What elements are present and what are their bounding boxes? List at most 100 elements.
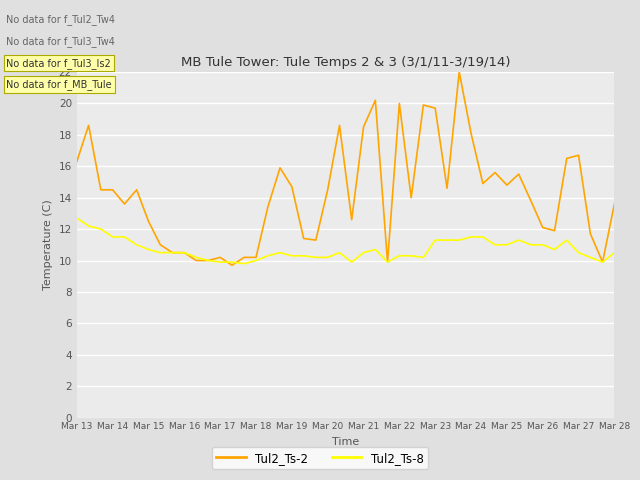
Tul2_Ts-2 (431, 105, 439, 111)
Tul2_Ts-8 (550, 247, 558, 252)
Tul2_Ts-2 (97, 187, 105, 192)
Tul2_Ts-2 (443, 185, 451, 191)
Tul2_Ts-2 (479, 180, 486, 186)
Tul2_Ts-8 (324, 254, 332, 260)
Tul2_Ts-2 (324, 187, 332, 192)
X-axis label: Time: Time (332, 437, 359, 447)
Tul2_Ts-8 (599, 259, 607, 265)
Tul2_Ts-2 (360, 124, 367, 130)
Tul2_Ts-2 (241, 254, 248, 260)
Tul2_Ts-8 (192, 254, 200, 260)
Tul2_Ts-2 (515, 171, 522, 177)
Tul2_Ts-8 (109, 234, 116, 240)
Tul2_Ts-2 (492, 169, 499, 175)
Title: MB Tule Tower: Tule Temps 2 & 3 (3/1/11-3/19/14): MB Tule Tower: Tule Temps 2 & 3 (3/1/11-… (181, 57, 510, 70)
Line: Tul2_Ts-8: Tul2_Ts-8 (77, 218, 614, 264)
Tul2_Ts-8 (264, 253, 271, 259)
Tul2_Ts-8 (73, 215, 81, 221)
Legend: Tul2_Ts-2, Tul2_Ts-8: Tul2_Ts-2, Tul2_Ts-8 (212, 447, 428, 469)
Tul2_Ts-2 (467, 131, 475, 136)
Tul2_Ts-2 (503, 182, 511, 188)
Tul2_Ts-8 (575, 250, 582, 255)
Tul2_Ts-8 (288, 253, 296, 259)
Tul2_Ts-8 (205, 258, 212, 264)
Text: No data for f_Tul3_Is2: No data for f_Tul3_Is2 (6, 58, 111, 69)
Tul2_Ts-8 (360, 250, 367, 255)
Tul2_Ts-2 (575, 152, 582, 158)
Tul2_Ts-8 (407, 253, 415, 259)
Tul2_Ts-8 (276, 250, 284, 255)
Tul2_Ts-2 (527, 198, 535, 204)
Tul2_Ts-8 (539, 242, 547, 248)
Text: No data for f_MB_Tule: No data for f_MB_Tule (6, 79, 112, 90)
Tul2_Ts-2 (252, 254, 260, 260)
Tul2_Ts-2 (396, 100, 403, 106)
Tul2_Ts-8 (527, 242, 535, 248)
Tul2_Ts-2 (288, 184, 296, 190)
Tul2_Ts-2 (228, 263, 236, 268)
Tul2_Ts-2 (169, 250, 177, 255)
Tul2_Ts-2 (586, 231, 594, 237)
Tul2_Ts-8 (348, 259, 356, 265)
Tul2_Ts-8 (156, 250, 164, 255)
Tul2_Ts-8 (420, 254, 428, 260)
Tul2_Ts-8 (312, 254, 320, 260)
Tul2_Ts-2 (180, 250, 188, 255)
Tul2_Ts-8 (503, 242, 511, 248)
Tul2_Ts-2 (599, 259, 607, 265)
Tul2_Ts-2 (120, 201, 128, 207)
Tul2_Ts-8 (515, 237, 522, 243)
Tul2_Ts-8 (384, 259, 392, 265)
Tul2_Ts-8 (563, 237, 571, 243)
Tul2_Ts-8 (169, 250, 177, 255)
Tul2_Ts-8 (228, 259, 236, 265)
Tul2_Ts-8 (216, 259, 224, 265)
Tul2_Ts-2 (384, 259, 392, 265)
Tul2_Ts-2 (300, 236, 307, 241)
Tul2_Ts-2 (156, 242, 164, 248)
Tul2_Ts-2 (145, 218, 152, 224)
Tul2_Ts-2 (133, 187, 141, 192)
Tul2_Ts-2 (216, 254, 224, 260)
Tul2_Ts-8 (456, 237, 463, 243)
Tul2_Ts-8 (84, 223, 92, 229)
Y-axis label: Temperature (C): Temperature (C) (43, 199, 53, 290)
Tul2_Ts-8 (396, 253, 403, 259)
Tul2_Ts-2 (420, 102, 428, 108)
Tul2_Ts-8 (492, 242, 499, 248)
Text: No data for f_Tul3_Tw4: No data for f_Tul3_Tw4 (6, 36, 115, 47)
Tul2_Ts-2 (563, 156, 571, 161)
Tul2_Ts-8 (241, 261, 248, 266)
Tul2_Ts-8 (252, 258, 260, 264)
Tul2_Ts-8 (97, 226, 105, 232)
Tul2_Ts-8 (431, 237, 439, 243)
Tul2_Ts-8 (180, 250, 188, 255)
Tul2_Ts-2 (371, 97, 379, 103)
Text: No data for f_Tul2_Tw4: No data for f_Tul2_Tw4 (6, 14, 115, 25)
Tul2_Ts-2 (611, 201, 618, 207)
Tul2_Ts-2 (407, 195, 415, 201)
Tul2_Ts-8 (133, 242, 141, 248)
Tul2_Ts-2 (550, 228, 558, 234)
Tul2_Ts-2 (192, 258, 200, 264)
Tul2_Ts-8 (335, 250, 343, 255)
Tul2_Ts-2 (335, 122, 343, 128)
Tul2_Ts-2 (276, 165, 284, 171)
Tul2_Ts-8 (443, 237, 451, 243)
Tul2_Ts-2 (73, 159, 81, 165)
Tul2_Ts-8 (145, 247, 152, 252)
Tul2_Ts-8 (120, 234, 128, 240)
Tul2_Ts-2 (109, 187, 116, 192)
Tul2_Ts-8 (300, 253, 307, 259)
Tul2_Ts-2 (205, 258, 212, 264)
Tul2_Ts-2 (539, 225, 547, 230)
Tul2_Ts-8 (467, 234, 475, 240)
Tul2_Ts-8 (586, 254, 594, 260)
Tul2_Ts-8 (479, 234, 486, 240)
Tul2_Ts-8 (371, 247, 379, 252)
Tul2_Ts-8 (611, 250, 618, 255)
Line: Tul2_Ts-2: Tul2_Ts-2 (77, 72, 614, 265)
Tul2_Ts-2 (84, 122, 92, 128)
Tul2_Ts-2 (312, 237, 320, 243)
Tul2_Ts-2 (348, 217, 356, 223)
